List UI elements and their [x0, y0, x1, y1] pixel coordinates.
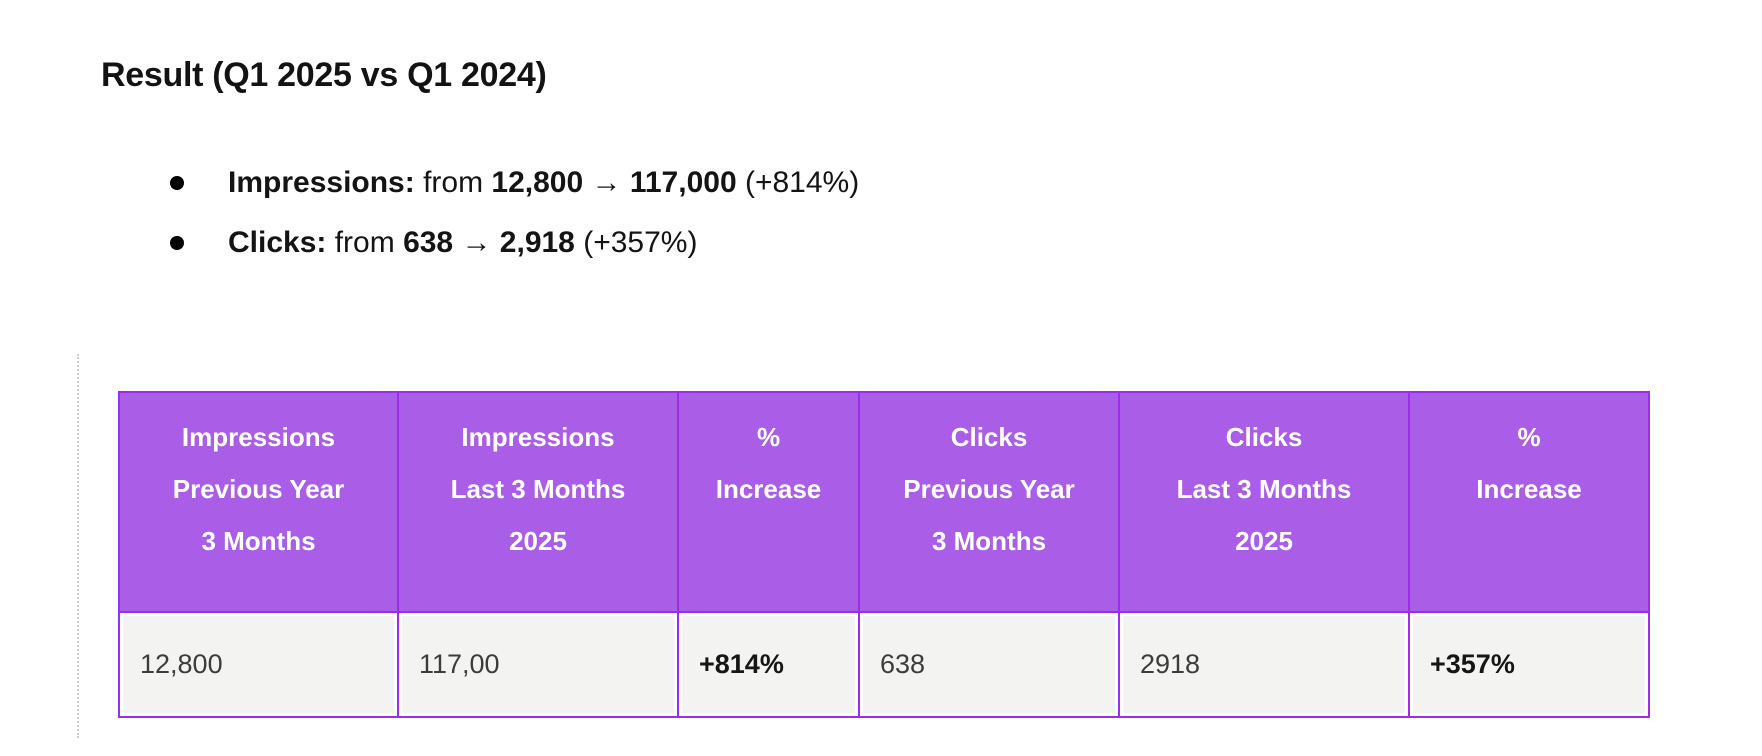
dotted-left-rule: [77, 354, 79, 738]
header-line: %: [756, 422, 781, 452]
header-line: Last 3 Months: [450, 474, 626, 504]
header-line: 2025: [1235, 526, 1293, 556]
arrow-glyph: →: [453, 226, 500, 259]
metric-label: Impressions:: [228, 166, 415, 199]
header-line: Impressions: [461, 422, 615, 452]
metric-label: Clicks:: [228, 226, 327, 259]
results-table: Impressions Previous Year 3 Months Impre…: [118, 391, 1650, 718]
metric-change: (+814%): [736, 166, 860, 199]
header-line: Previous Year: [903, 474, 1075, 504]
bullet-list: Impressions: from 12,800 → 117,000 (+814…: [170, 166, 859, 286]
header-cell-impressions-previous: Impressions Previous Year 3 Months: [118, 391, 399, 613]
cell-clicks-increase: +357%: [1408, 611, 1650, 718]
header-cell-clicks-previous: Clicks Previous Year 3 Months: [858, 391, 1120, 613]
cell-impressions-last: 117,00: [397, 611, 679, 718]
header-cell-clicks-last: Clicks Last 3 Months 2025: [1118, 391, 1410, 613]
header-line: Previous Year: [172, 474, 345, 504]
header-line: Increase: [1476, 474, 1582, 504]
header-line: 2025: [509, 526, 567, 556]
table-data-row: 12,800 117,00 +814% 638 2918 +357%: [118, 611, 1650, 718]
header-line: Impressions: [181, 422, 336, 452]
header-line: Last 3 Months: [1176, 474, 1352, 504]
header-line: Clicks: [1225, 422, 1303, 452]
arrow-glyph: →: [583, 166, 630, 199]
metric-new-value: 2,918: [499, 226, 575, 259]
bullet-item-impressions: Impressions: from 12,800 → 117,000 (+814…: [170, 166, 859, 200]
bullet-dot-icon: [170, 236, 184, 250]
metric-connector: from: [414, 166, 492, 199]
cell-clicks-last: 2918: [1118, 611, 1410, 718]
header-cell-clicks-increase: % Increase: [1408, 391, 1650, 613]
header-cell-impressions-increase: % Increase: [677, 391, 860, 613]
cell-impressions-increase: +814%: [677, 611, 860, 718]
metric-connector: from: [326, 226, 404, 259]
header-line: 3 Months: [931, 526, 1047, 556]
header-line: 3 Months: [201, 526, 316, 556]
bullet-text-clicks: Clicks: from 638 → 2,918 (+357%): [228, 226, 697, 260]
table-header-row: Impressions Previous Year 3 Months Impre…: [118, 391, 1650, 613]
metric-old-value: 12,800: [491, 166, 584, 199]
header-line: Clicks: [950, 422, 1028, 452]
page-title: Result (Q1 2025 vs Q1 2024): [101, 56, 547, 94]
metric-new-value: 117,000: [629, 166, 737, 199]
bullet-dot-icon: [170, 176, 184, 190]
results-table-wrap: Impressions Previous Year 3 Months Impre…: [118, 391, 1650, 718]
header-line: Increase: [715, 474, 822, 504]
cell-impressions-previous: 12,800: [118, 611, 399, 718]
cell-clicks-previous: 638: [858, 611, 1120, 718]
header-cell-impressions-last: Impressions Last 3 Months 2025: [397, 391, 679, 613]
metric-old-value: 638: [403, 226, 454, 259]
metric-change: (+357%): [574, 226, 698, 259]
bullet-text-impressions: Impressions: from 12,800 → 117,000 (+814…: [228, 166, 859, 200]
header-line: %: [1517, 422, 1541, 452]
bullet-item-clicks: Clicks: from 638 → 2,918 (+357%): [170, 226, 859, 260]
